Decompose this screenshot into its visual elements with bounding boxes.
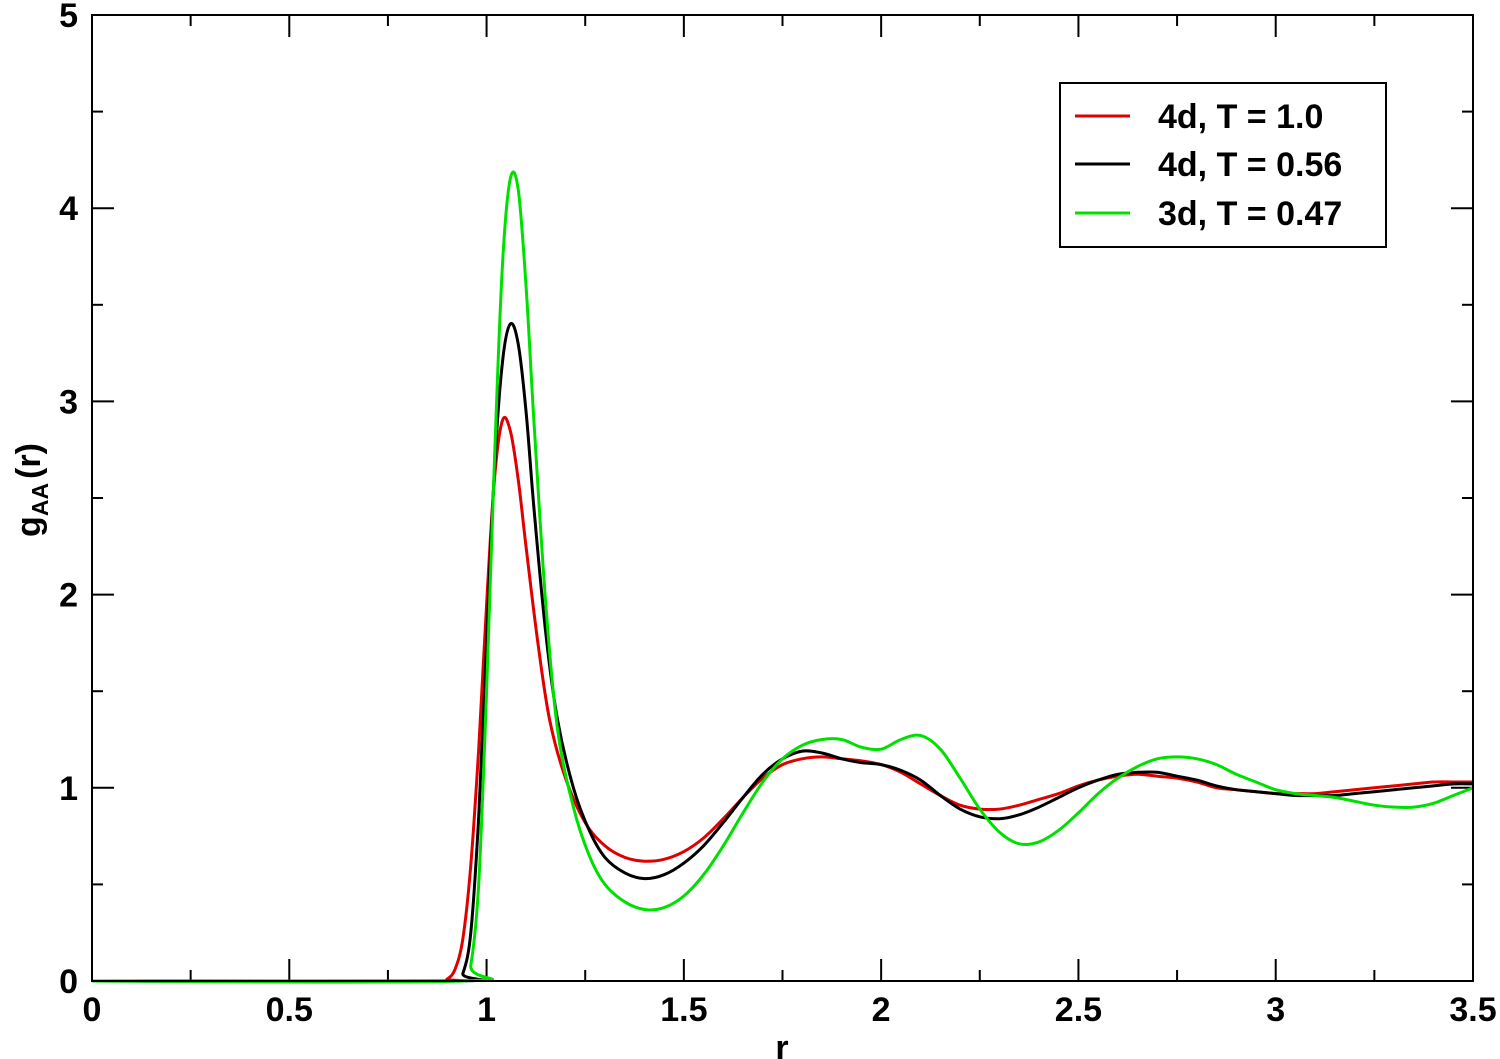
legend: 4d, T = 1.0 4d, T = 0.56 3d, T = 0.47 xyxy=(1059,82,1387,248)
series-line-2 xyxy=(91,170,1474,984)
legend-label: 4d, T = 1.0 xyxy=(1158,98,1323,136)
series-lines xyxy=(91,170,1474,984)
legend-entry: 4d, T = 1.0 xyxy=(1075,98,1323,136)
y-axis-label-main: g xyxy=(10,516,48,537)
x-tick-label: 2 xyxy=(872,991,891,1029)
y-tick-label: 2 xyxy=(59,577,78,615)
legend-entry: 3d, T = 0.47 xyxy=(1075,195,1342,233)
legend-label: 3d, T = 0.47 xyxy=(1158,195,1342,233)
series-line-1 xyxy=(91,321,1474,984)
y-tick-label: 0 xyxy=(59,963,78,1001)
x-tick-label: 1.5 xyxy=(660,991,707,1029)
x-tick-label: 0.5 xyxy=(266,991,313,1029)
x-tick-label: 3 xyxy=(1266,991,1285,1029)
x-axis-label: r xyxy=(775,1029,788,1059)
legend-entry: 4d, T = 0.56 xyxy=(1075,146,1342,184)
x-tick-label: 3.5 xyxy=(1449,991,1496,1029)
y-axis-label: gAA (r) xyxy=(10,443,53,537)
y-tick-labels: 0 1 2 3 4 5 xyxy=(59,0,78,1001)
y-tick-label: 4 xyxy=(59,190,78,228)
series-line-0 xyxy=(91,415,1473,983)
x-tick-label: 2.5 xyxy=(1055,991,1102,1029)
y-tick-label: 3 xyxy=(59,383,78,421)
y-axis-label-subscript: AA xyxy=(27,483,53,516)
y-tick-label: 1 xyxy=(59,770,78,808)
plot-frame xyxy=(91,14,1474,982)
x-tick-label: 1 xyxy=(477,991,496,1029)
y-axis-label-suffix: (r) xyxy=(10,443,48,479)
x-tick-labels: 0 0.5 1 1.5 2 2.5 3 3.5 xyxy=(83,991,1497,1029)
x-tick-label: 0 xyxy=(83,991,102,1029)
y-tick-label: 5 xyxy=(59,0,78,35)
legend-label: 4d, T = 0.56 xyxy=(1158,146,1342,184)
